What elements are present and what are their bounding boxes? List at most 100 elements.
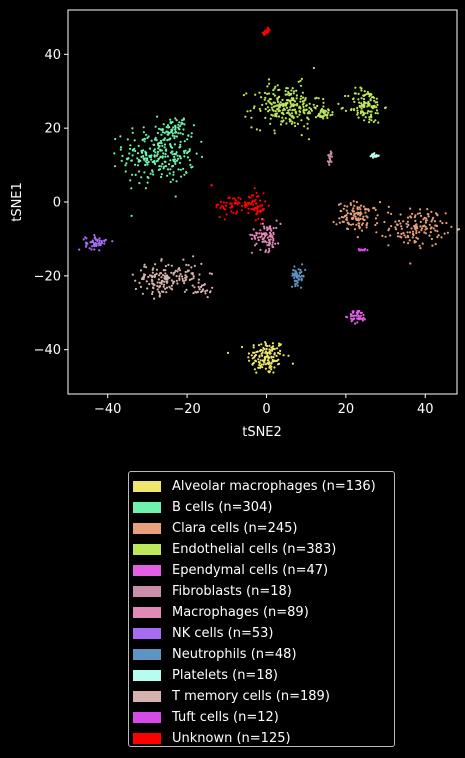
data-point — [155, 268, 158, 271]
data-point — [138, 182, 141, 185]
data-point — [355, 314, 358, 317]
data-point — [268, 356, 271, 359]
data-point — [230, 210, 233, 213]
data-point — [359, 105, 362, 108]
data-point — [153, 161, 156, 164]
data-point — [308, 102, 311, 105]
data-point — [179, 157, 183, 160]
data-point — [275, 226, 278, 230]
data-point — [359, 214, 362, 217]
data-point — [142, 131, 145, 134]
data-point — [409, 215, 412, 218]
data-point — [175, 151, 178, 154]
data-point — [414, 219, 417, 222]
data-point — [160, 133, 163, 136]
data-point — [359, 211, 362, 214]
series-3-points — [242, 66, 387, 141]
data-point — [255, 191, 258, 194]
data-point — [126, 138, 129, 141]
data-point — [437, 234, 440, 237]
data-point — [261, 222, 264, 225]
data-point — [264, 350, 267, 353]
data-point — [148, 283, 151, 286]
data-point — [171, 288, 174, 291]
data-point — [169, 144, 172, 147]
data-point — [285, 122, 288, 125]
data-point — [261, 237, 264, 240]
data-point — [253, 187, 256, 190]
data-point — [384, 106, 387, 109]
data-point — [156, 284, 159, 288]
data-point — [170, 128, 173, 131]
data-point — [276, 100, 280, 103]
data-point — [294, 124, 297, 128]
data-point — [187, 264, 190, 267]
data-point — [153, 148, 156, 151]
data-point — [155, 139, 158, 142]
data-point — [177, 157, 180, 160]
data-point — [150, 139, 153, 142]
data-point — [291, 274, 294, 277]
data-point — [372, 96, 376, 99]
data-point — [187, 134, 190, 137]
data-point — [181, 279, 185, 282]
data-point — [270, 346, 273, 349]
data-point — [240, 345, 244, 349]
data-point — [96, 239, 99, 242]
data-point — [272, 355, 275, 359]
data-point — [351, 314, 354, 318]
data-point — [364, 208, 367, 211]
data-point — [169, 118, 172, 121]
data-point — [181, 119, 184, 122]
data-point — [298, 278, 301, 281]
data-point — [352, 214, 355, 217]
data-point — [288, 113, 291, 116]
data-point — [375, 231, 378, 234]
data-point — [253, 244, 257, 247]
data-point — [160, 282, 163, 285]
data-point — [267, 92, 271, 95]
data-point — [353, 228, 357, 231]
data-point — [344, 94, 347, 98]
data-point — [400, 225, 403, 228]
data-point — [179, 168, 182, 171]
data-point — [299, 84, 303, 87]
data-point — [299, 286, 303, 289]
data-point — [363, 101, 366, 104]
data-point — [169, 159, 172, 162]
data-point — [259, 199, 262, 202]
data-point — [119, 148, 122, 151]
data-point — [247, 207, 250, 210]
data-point — [423, 231, 426, 234]
data-point — [434, 212, 438, 215]
data-point — [146, 161, 149, 164]
data-point — [266, 345, 269, 348]
data-point — [161, 274, 165, 277]
data-point — [241, 204, 244, 208]
data-point — [275, 219, 278, 222]
data-point — [166, 174, 169, 177]
data-point — [197, 285, 200, 289]
data-point — [429, 231, 432, 234]
data-point — [268, 344, 271, 347]
data-point — [293, 108, 296, 111]
data-point — [152, 143, 155, 146]
data-point — [174, 117, 177, 120]
data-point — [249, 109, 252, 112]
data-point — [290, 89, 293, 92]
data-point — [367, 92, 370, 95]
data-point — [245, 92, 248, 95]
data-point — [257, 239, 260, 242]
data-point — [159, 156, 162, 159]
data-point — [416, 237, 419, 240]
data-point — [362, 94, 365, 97]
data-point — [291, 120, 294, 123]
data-point — [225, 213, 228, 216]
data-point — [267, 31, 270, 34]
data-point — [320, 107, 324, 111]
data-point — [260, 209, 263, 213]
data-point — [411, 236, 414, 239]
data-point — [100, 241, 103, 244]
data-point — [151, 290, 154, 294]
data-point — [165, 281, 169, 284]
